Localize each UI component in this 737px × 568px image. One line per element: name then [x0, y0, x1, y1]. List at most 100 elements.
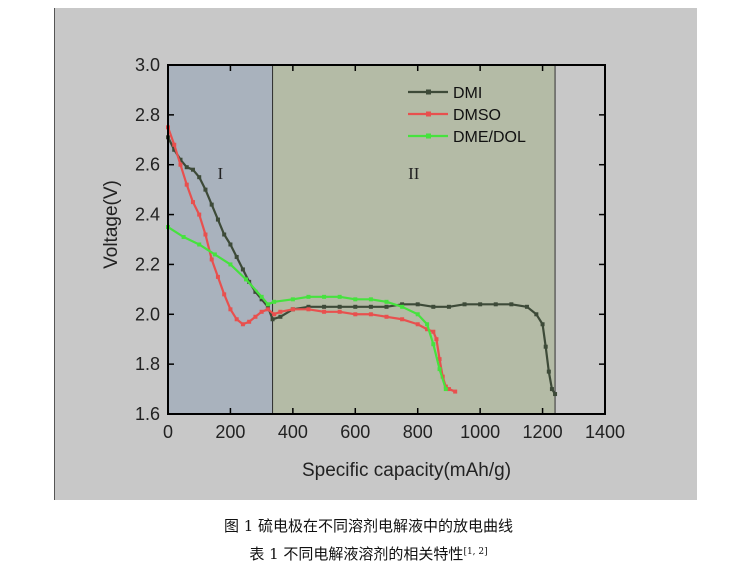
data-point	[215, 274, 220, 279]
data-point	[425, 322, 430, 327]
data-point	[524, 304, 529, 309]
y-tick-label: 1.6	[135, 404, 160, 424]
data-point	[431, 304, 436, 309]
data-point	[400, 302, 405, 307]
data-point	[415, 322, 420, 327]
data-point	[247, 319, 252, 324]
data-point	[553, 392, 558, 397]
data-point	[228, 262, 233, 267]
data-point	[172, 142, 177, 147]
data-point	[384, 299, 389, 304]
data-point	[337, 304, 342, 309]
series-dmso	[166, 125, 458, 394]
data-point	[337, 309, 342, 314]
legend: DMI DMSO DME/DOL	[408, 85, 526, 146]
figure-caption-text: 图 1 硫电极在不同溶剂电解液中的放电曲线	[223, 517, 514, 535]
data-point	[270, 317, 275, 322]
data-point	[228, 307, 233, 312]
data-point	[209, 257, 214, 262]
data-point	[215, 217, 220, 222]
data-point	[446, 387, 451, 392]
data-point	[493, 302, 498, 307]
x-tick-label: 1200	[523, 422, 563, 442]
x-tick-label: 400	[278, 422, 308, 442]
plot-frame	[167, 64, 606, 415]
data-point	[400, 304, 405, 309]
data-point	[259, 297, 264, 302]
data-point	[212, 252, 217, 257]
table-caption: 表 1 不同电解液溶剂的相关特性[1, 2]	[0, 543, 737, 564]
y-tick-label: 2.2	[135, 254, 160, 274]
legend-swatch-marker	[426, 89, 431, 95]
data-point	[272, 312, 277, 317]
data-point	[190, 167, 195, 172]
y-tick-label: 2.8	[135, 105, 160, 125]
data-point	[259, 309, 264, 314]
series-dme-dol	[166, 225, 448, 392]
data-point	[203, 232, 208, 237]
data-point	[322, 294, 327, 299]
data-point	[446, 304, 451, 309]
data-point	[184, 165, 189, 170]
data-point	[253, 289, 258, 294]
data-point	[368, 304, 373, 309]
data-point	[431, 329, 436, 334]
chart-figure: I II 0 200 400 600 800 1000 1200 1400 1.6 1.8 2.0 2.…	[54, 8, 697, 500]
data-point	[434, 337, 439, 342]
x-tick-label: 0	[163, 422, 173, 442]
data-point	[265, 302, 270, 307]
data-point	[509, 302, 514, 307]
data-point	[415, 302, 420, 307]
x-tick-label: 1000	[460, 422, 500, 442]
data-point	[240, 267, 245, 272]
legend-label: DMI	[453, 85, 482, 102]
region-1	[167, 64, 274, 415]
y-tick-label: 2.4	[135, 205, 160, 225]
data-point	[453, 389, 458, 394]
data-point	[203, 187, 208, 192]
data-point	[306, 307, 311, 312]
data-point	[400, 317, 405, 322]
shaded-regions: I II	[167, 64, 556, 415]
data-point	[234, 317, 239, 322]
data-point	[322, 304, 327, 309]
region-2	[272, 64, 556, 415]
data-point	[540, 322, 545, 327]
data-point	[478, 302, 483, 307]
data-point	[353, 312, 358, 317]
data-point	[546, 369, 551, 374]
data-point	[337, 294, 342, 299]
data-point	[534, 312, 539, 317]
data-point	[190, 200, 195, 205]
data-point	[272, 299, 277, 304]
data-point	[306, 304, 311, 309]
data-point	[240, 322, 245, 327]
data-point	[278, 309, 283, 314]
data-point	[259, 294, 264, 299]
series-line	[167, 226, 447, 390]
data-point	[265, 304, 270, 309]
y-tick-label: 3.0	[135, 55, 160, 75]
data-point	[265, 307, 270, 312]
y-tick-label: 2.6	[135, 155, 160, 175]
data-point	[353, 297, 358, 302]
data-point	[368, 312, 373, 317]
data-point	[278, 314, 283, 319]
data-point	[197, 242, 202, 247]
x-tick-label: 1400	[585, 422, 625, 442]
chart-svg: I II 0 200 400 600 800 1000 1200 14001.61.82.02.…	[101, 55, 625, 481]
x-tick-label: 600	[340, 422, 370, 442]
data-point	[222, 292, 227, 297]
data-point	[425, 327, 430, 332]
citation-ref: [1, 2]	[463, 547, 488, 557]
table-caption-text: 表 1 不同电解液溶剂的相关特性	[249, 545, 464, 563]
data-point	[253, 314, 258, 319]
data-point	[228, 242, 233, 247]
y-tick-label: 2.0	[135, 304, 160, 324]
region-label-2: II	[408, 164, 420, 183]
data-point	[234, 254, 239, 259]
axes: 0 200 400 600 800 1000 1200 1400 1.6 1.8 2.0 2.2 2.4…	[135, 55, 625, 442]
data-point	[222, 232, 227, 237]
data-point	[543, 344, 548, 349]
data-point	[443, 387, 448, 392]
